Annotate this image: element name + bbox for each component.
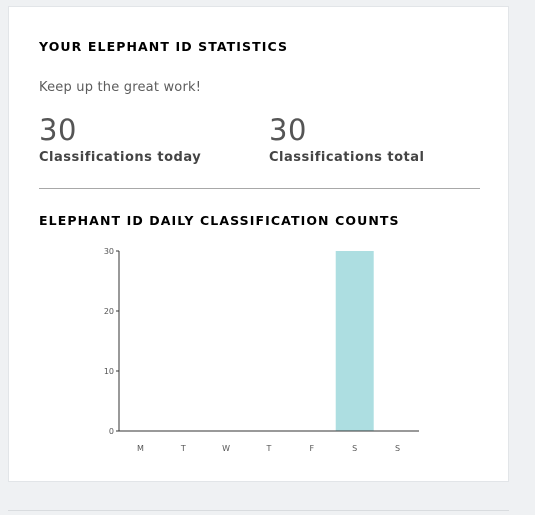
- y-tick-label: 10: [104, 367, 114, 376]
- section-divider: [39, 188, 480, 189]
- stat-today-value: 30: [39, 113, 77, 147]
- y-tick-label: 20: [104, 307, 114, 316]
- statistics-card: YOUR ELEPHANT ID STATISTICS Keep up the …: [8, 6, 509, 482]
- stat-total: 30 Classifications total: [269, 113, 425, 165]
- stat-total-label: Classifications total: [269, 150, 425, 165]
- encouragement-text: Keep up the great work!: [39, 80, 202, 95]
- statistics-heading: YOUR ELEPHANT ID STATISTICS: [39, 39, 289, 54]
- daily-classification-chart: 0 10 20 30 M T W T F S S: [104, 247, 419, 453]
- stat-today: 30 Classifications today: [39, 113, 201, 165]
- x-tick-label: M: [137, 444, 144, 453]
- x-tick-label: T: [266, 444, 272, 453]
- x-tick-label: S: [352, 444, 357, 453]
- footer-divider: [8, 510, 509, 511]
- x-tick-label: W: [222, 444, 230, 453]
- bar-5: [335, 251, 374, 431]
- x-tick-label: S: [395, 444, 400, 453]
- y-tick-label: 30: [104, 247, 114, 256]
- stat-total-value: 30: [269, 113, 307, 147]
- chart-heading: ELEPHANT ID DAILY CLASSIFICATION COUNTS: [39, 213, 400, 228]
- x-tick-label: T: [180, 444, 186, 453]
- x-tick-label: F: [310, 444, 315, 453]
- stat-today-label: Classifications today: [39, 150, 202, 165]
- y-tick-label: 0: [109, 427, 114, 436]
